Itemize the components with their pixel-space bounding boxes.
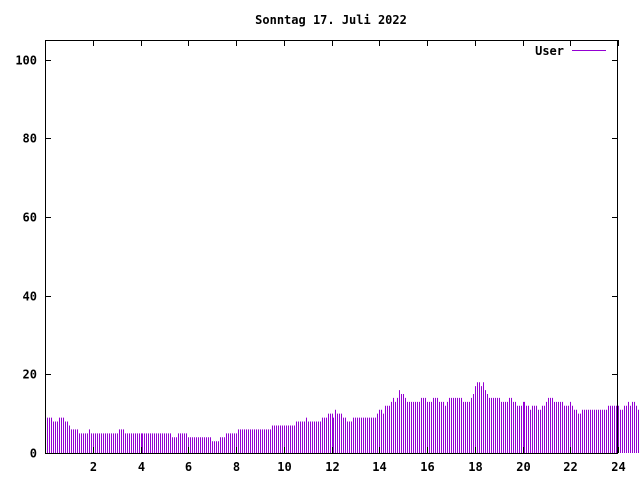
chart-title: Sonntag 17. Juli 2022	[255, 13, 407, 27]
x-tick-label: 6	[185, 460, 192, 474]
x-tick-label: 4	[138, 460, 145, 474]
x-tick-label: 10	[277, 460, 291, 474]
y-tick-label: 60	[23, 211, 37, 225]
y-tick-label: 100	[15, 54, 37, 68]
plot-frame	[45, 40, 618, 454]
x-tick-label: 22	[563, 460, 577, 474]
x-tick-label: 2	[90, 460, 97, 474]
x-tick-label: 14	[372, 460, 386, 474]
x-axis: 2 4 6 8 10 12 14 16 18 20 22 24	[90, 40, 626, 474]
y-axis: 0 20 40 60 80 100	[15, 54, 618, 461]
y-tick-label: 80	[23, 132, 37, 146]
x-tick-label: 12	[325, 460, 339, 474]
legend: User	[535, 44, 606, 58]
legend-label-user: User	[535, 44, 564, 58]
x-tick-label: 20	[516, 460, 530, 474]
x-tick-label: 24	[611, 460, 625, 474]
x-tick-label: 8	[233, 460, 240, 474]
y-tick-label: 40	[23, 290, 37, 304]
x-tick-label: 18	[468, 460, 482, 474]
x-tick-label: 16	[420, 460, 434, 474]
y-tick-label: 0	[30, 447, 37, 461]
bar-series	[45, 382, 639, 453]
y-tick-label: 20	[23, 368, 37, 382]
